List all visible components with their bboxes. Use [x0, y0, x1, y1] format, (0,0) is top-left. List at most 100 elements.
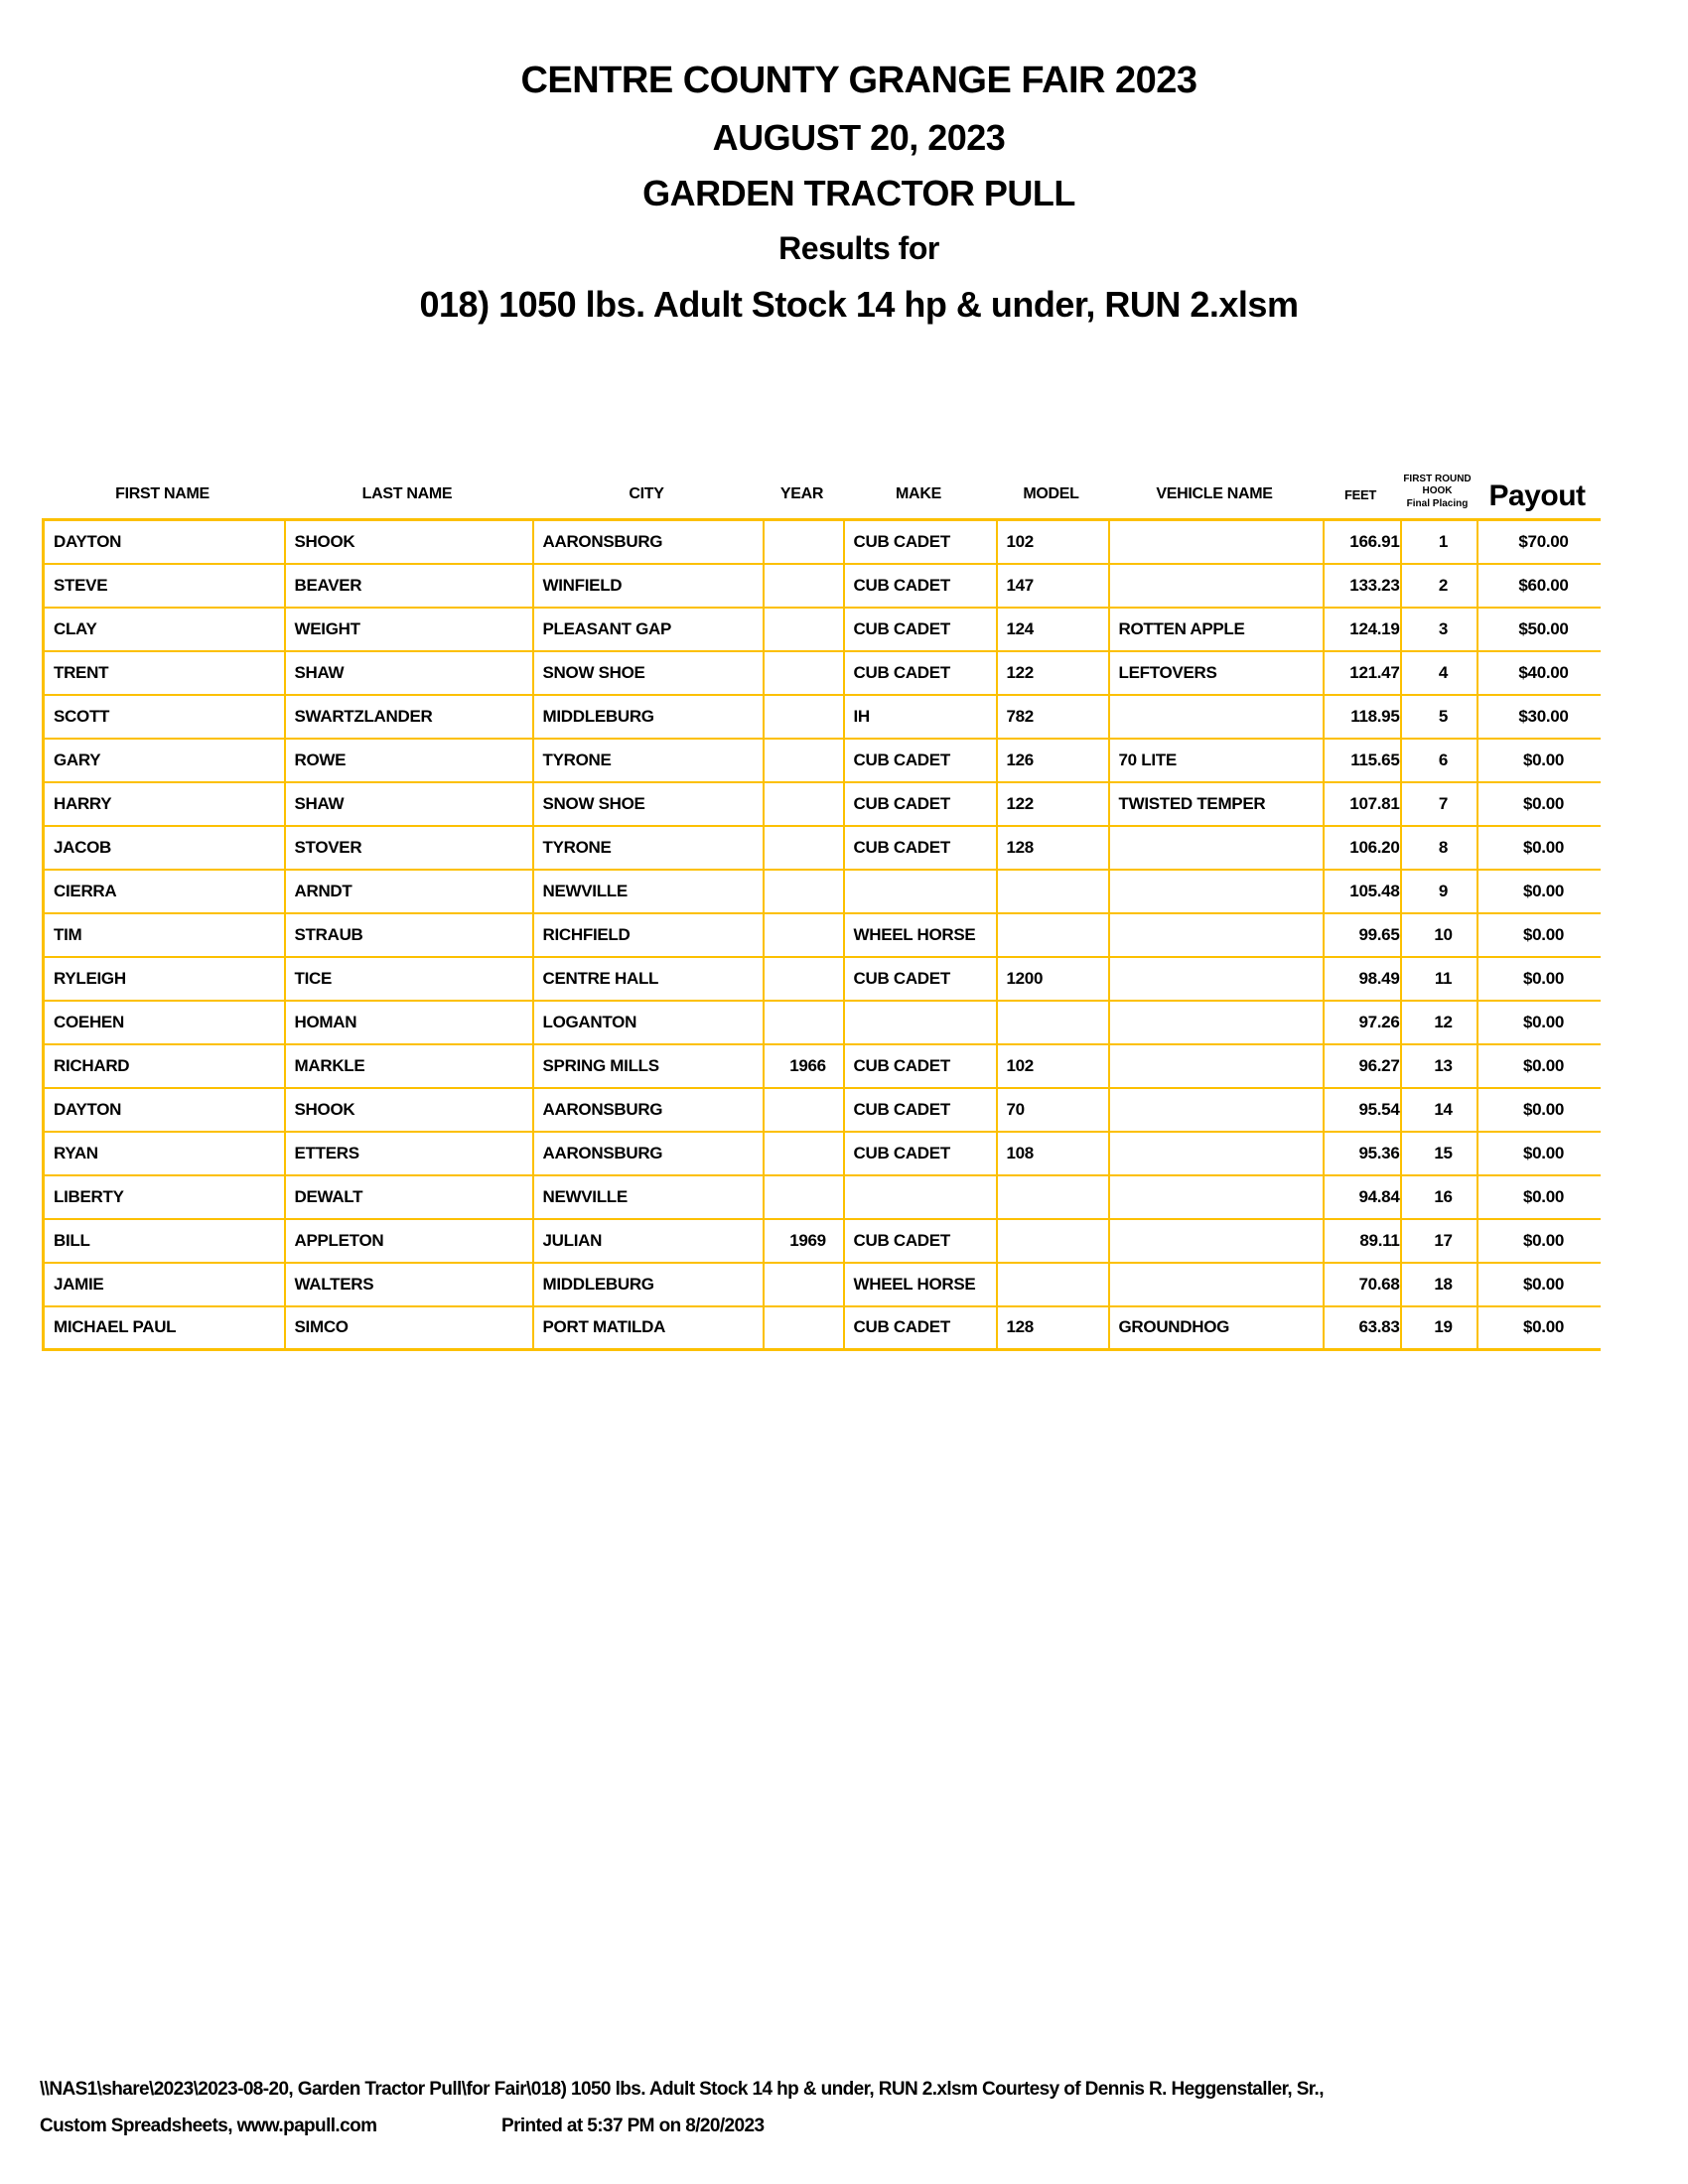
- cell-vehicle-name: [1107, 868, 1325, 914]
- cell-year: [762, 955, 845, 1002]
- cell-placing: 11: [1399, 955, 1478, 1002]
- column-header-city: CITY: [629, 485, 664, 502]
- cell-model: [995, 1173, 1110, 1220]
- cell-payout: $0.00: [1476, 1217, 1601, 1264]
- footer-custom-spreadsheets: Custom Spreadsheets, www.papull.com: [40, 2116, 377, 2136]
- cell-model: 70: [995, 1086, 1110, 1133]
- cell-last-name: HOMAN: [283, 999, 534, 1045]
- cell-feet: 133.23: [1322, 562, 1402, 609]
- cell-payout: $40.00: [1476, 649, 1601, 696]
- cell-make: CUB CADET: [842, 955, 998, 1002]
- cell-vehicle-name: [1107, 999, 1325, 1045]
- cell-make: [842, 999, 998, 1045]
- class-filename: 018) 1050 lbs. Adult Stock 14 hp & under…: [419, 284, 1299, 325]
- hook-header-line3: Final Placing: [1406, 497, 1469, 509]
- table-row: COEHEN HOMAN LOGANTON 97.26 12 $0.00: [42, 999, 1601, 1045]
- cell-year: [762, 693, 845, 740]
- cell-year: [762, 606, 845, 652]
- cell-model: 122: [995, 780, 1110, 827]
- cell-last-name: ARNDT: [283, 868, 534, 914]
- cell-city: TYRONE: [531, 737, 765, 783]
- cell-placing: 6: [1399, 737, 1478, 783]
- cell-city: MIDDLEBURG: [531, 693, 765, 740]
- cell-last-name: MARKLE: [283, 1042, 534, 1089]
- cell-last-name: SHAW: [283, 649, 534, 696]
- cell-first-name: STEVE: [42, 562, 286, 609]
- cell-payout: $0.00: [1476, 999, 1601, 1045]
- cell-city: JULIAN: [531, 1217, 765, 1264]
- results-table-body: DAYTON SHOOK AARONSBURG CUB CADET 102 166.91 1…: [42, 518, 1601, 1351]
- event-date: AUGUST 20, 2023: [712, 117, 1006, 158]
- cell-first-name: CLAY: [42, 606, 286, 652]
- cell-year: [762, 1130, 845, 1176]
- cell-first-name: GARY: [42, 737, 286, 783]
- cell-year: [762, 1304, 845, 1351]
- cell-city: LOGANTON: [531, 999, 765, 1045]
- cell-city: MIDDLEBURG: [531, 1261, 765, 1307]
- cell-vehicle-name: [1107, 1130, 1325, 1176]
- cell-feet: 96.27: [1322, 1042, 1402, 1089]
- table-row: RYAN ETTERS AARONSBURG CUB CADET 108 95.36 15 $…: [42, 1130, 1601, 1176]
- cell-last-name: DEWALT: [283, 1173, 534, 1220]
- cell-vehicle-name: LEFTOVERS: [1107, 649, 1325, 696]
- table-row: RYLEIGH TICE CENTRE HALL CUB CADET 1200 98.49…: [42, 955, 1601, 1002]
- cell-last-name: SWARTZLANDER: [283, 693, 534, 740]
- cell-year: [762, 1261, 845, 1307]
- cell-year: [762, 737, 845, 783]
- cell-make: CUB CADET: [842, 1042, 998, 1089]
- cell-year: [762, 911, 845, 958]
- cell-payout: $0.00: [1476, 1173, 1601, 1220]
- cell-city: TYRONE: [531, 824, 765, 871]
- cell-first-name: BILL: [42, 1217, 286, 1264]
- cell-placing: 3: [1399, 606, 1478, 652]
- event-name: GARDEN TRACTOR PULL: [642, 173, 1075, 213]
- cell-city: PORT MATILDA: [531, 1304, 765, 1351]
- cell-city: RICHFIELD: [531, 911, 765, 958]
- cell-first-name: HARRY: [42, 780, 286, 827]
- cell-last-name: TICE: [283, 955, 534, 1002]
- cell-payout: $60.00: [1476, 562, 1601, 609]
- cell-feet: 99.65: [1322, 911, 1402, 958]
- cell-vehicle-name: [1107, 824, 1325, 871]
- footer-file-path-line: \\NAS1\share\2023\2023-08-20, Garden Tra…: [40, 2079, 1324, 2100]
- cell-model: 782: [995, 693, 1110, 740]
- cell-make: CUB CADET: [842, 1130, 998, 1176]
- cell-first-name: COEHEN: [42, 999, 286, 1045]
- cell-make: CUB CADET: [842, 562, 998, 609]
- cell-placing: 15: [1399, 1130, 1478, 1176]
- cell-vehicle-name: [1107, 1086, 1325, 1133]
- footer-credits-line: Custom Spreadsheets, www.papull.com Prin…: [40, 2108, 1658, 2144]
- cell-year: [762, 780, 845, 827]
- results-table: DAYTON SHOOK AARONSBURG CUB CADET 102 166.91 1…: [42, 518, 1601, 1351]
- cell-vehicle-name: ROTTEN APPLE: [1107, 606, 1325, 652]
- cell-placing: 4: [1399, 649, 1478, 696]
- cell-year: [762, 649, 845, 696]
- cell-payout: $50.00: [1476, 606, 1601, 652]
- cell-vehicle-name: [1107, 1042, 1325, 1089]
- cell-city: NEWVILLE: [531, 1173, 765, 1220]
- cell-make: CUB CADET: [842, 518, 998, 565]
- table-row: HARRY SHAW SNOW SHOE CUB CADET 122 TWISTED TE…: [42, 780, 1601, 827]
- cell-feet: 63.83: [1322, 1304, 1402, 1351]
- cell-city: PLEASANT GAP: [531, 606, 765, 652]
- column-header-model: MODEL: [1023, 485, 1079, 502]
- table-row: DAYTON SHOOK AARONSBURG CUB CADET 70 95.54 14 $…: [42, 1086, 1601, 1133]
- cell-last-name: ETTERS: [283, 1130, 534, 1176]
- cell-first-name: CIERRA: [42, 868, 286, 914]
- cell-model: [995, 999, 1110, 1045]
- cell-feet: 95.36: [1322, 1130, 1402, 1176]
- cell-payout: $0.00: [1476, 737, 1601, 783]
- cell-make: [842, 1173, 998, 1220]
- table-row: CLAY WEIGHT PLEASANT GAP CUB CADET 124 ROTTEN…: [42, 606, 1601, 652]
- column-header-first-round-hook-final-placing: FIRST ROUND HOOK Final Placing: [1399, 474, 1476, 517]
- table-row: BILL APPLETON JULIAN 1969 CUB CADET 89.11 17 $0…: [42, 1217, 1601, 1264]
- cell-feet: 98.49: [1322, 955, 1402, 1002]
- cell-last-name: ROWE: [283, 737, 534, 783]
- cell-vehicle-name: [1107, 911, 1325, 958]
- cell-placing: 1: [1399, 518, 1478, 565]
- cell-vehicle-name: [1107, 518, 1325, 565]
- column-header-row: FIRST NAME LAST NAME CITY YEAR MAKE MODE…: [42, 435, 1599, 516]
- cell-model: 122: [995, 649, 1110, 696]
- cell-year: [762, 868, 845, 914]
- cell-model: 102: [995, 518, 1110, 565]
